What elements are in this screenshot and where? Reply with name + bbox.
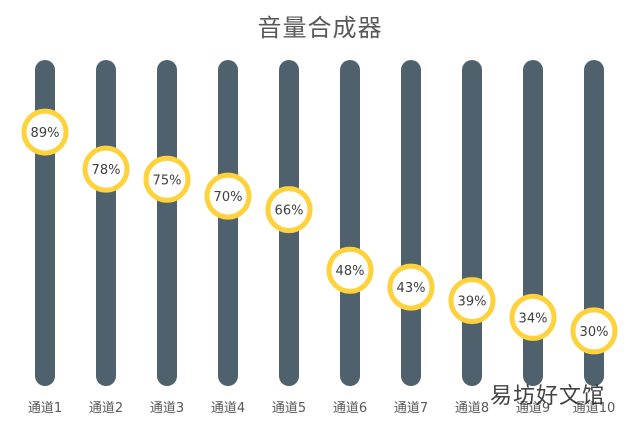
- category-label: 通道4: [211, 401, 245, 416]
- slider-track: [584, 60, 604, 386]
- slider-knob: [509, 293, 557, 341]
- slider-track: [157, 60, 177, 386]
- category-label: 通道6: [333, 401, 367, 416]
- slider-knob: [326, 246, 374, 294]
- slider-knob: [448, 277, 496, 325]
- category-label: 通道1: [28, 401, 62, 416]
- slider-knob: [21, 108, 69, 156]
- category-label: 通道5: [272, 401, 306, 416]
- data-label: 48%: [336, 264, 365, 279]
- data-label: 43%: [397, 281, 426, 296]
- data-label: 39%: [458, 295, 487, 310]
- slider-track: [462, 60, 482, 386]
- category-label: 通道3: [150, 401, 184, 416]
- category-label: 通道2: [89, 401, 123, 416]
- category-label: 通道10: [573, 401, 616, 416]
- category-label: 通道8: [455, 401, 489, 416]
- data-label: 78%: [92, 163, 121, 178]
- slider-knob: [570, 307, 618, 355]
- watermark-text: 易坊好文馆: [490, 384, 606, 409]
- slider-track: [340, 60, 360, 386]
- category-label: 通道7: [394, 401, 428, 416]
- data-label: 70%: [214, 190, 243, 205]
- data-label: 66%: [275, 204, 304, 219]
- category-label: 通道9: [516, 401, 550, 416]
- data-label: 89%: [31, 126, 60, 141]
- chart-title: 音量合成器: [257, 14, 383, 42]
- slider-track: [218, 60, 238, 386]
- slider-knob: [143, 155, 191, 203]
- data-label: 34%: [519, 311, 548, 326]
- slider-knob: [82, 145, 130, 193]
- slider-track: [401, 60, 421, 386]
- slider-knob: [265, 186, 313, 234]
- slider-track: [96, 60, 116, 386]
- slider-knob: [204, 172, 252, 220]
- data-label: 30%: [580, 325, 609, 340]
- slider-knob: [387, 263, 435, 311]
- data-label: 75%: [153, 173, 182, 188]
